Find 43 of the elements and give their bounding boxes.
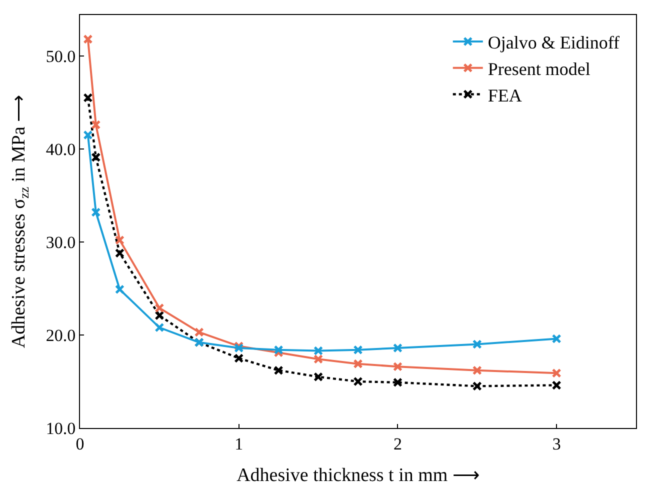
y-tick-label: 50.0 [46,46,76,66]
point [314,354,324,364]
point [234,353,244,363]
point [274,345,284,355]
point [83,130,93,140]
x-tick-label: 1 [234,434,244,454]
point [552,334,562,344]
x-axis-title: Adhesive thickness t in mm ⟶ [236,465,480,486]
point [114,284,124,294]
y-tick-label: 10.0 [46,418,76,438]
point [353,359,363,369]
point [314,372,324,382]
point [114,235,124,245]
point [552,380,562,390]
point [83,93,93,103]
legend-label: Present model [488,58,590,79]
x-tick-label: 0 [76,434,84,454]
point [114,248,124,258]
point [552,368,562,378]
point [472,340,482,350]
point [472,366,482,376]
point [353,345,363,355]
legend-label: Ojalvo & Eidinoff [488,32,620,52]
point [353,376,363,386]
point [274,366,284,376]
point [91,207,101,217]
point [392,362,402,372]
point [194,327,204,337]
point [314,346,324,356]
x-tick-label: 3 [552,434,561,454]
y-tick-label: 40.0 [46,140,76,159]
point [392,343,402,353]
point [91,152,101,162]
point [83,34,93,44]
point [91,120,101,130]
point [154,303,164,313]
x-tick-label: 2 [393,434,402,454]
y-tick-label: 20.0 [46,326,76,345]
y-tick-label: 30.0 [46,232,76,252]
point [472,381,482,391]
point [154,322,164,332]
legend-label: FEA [488,85,522,106]
point [392,378,402,388]
